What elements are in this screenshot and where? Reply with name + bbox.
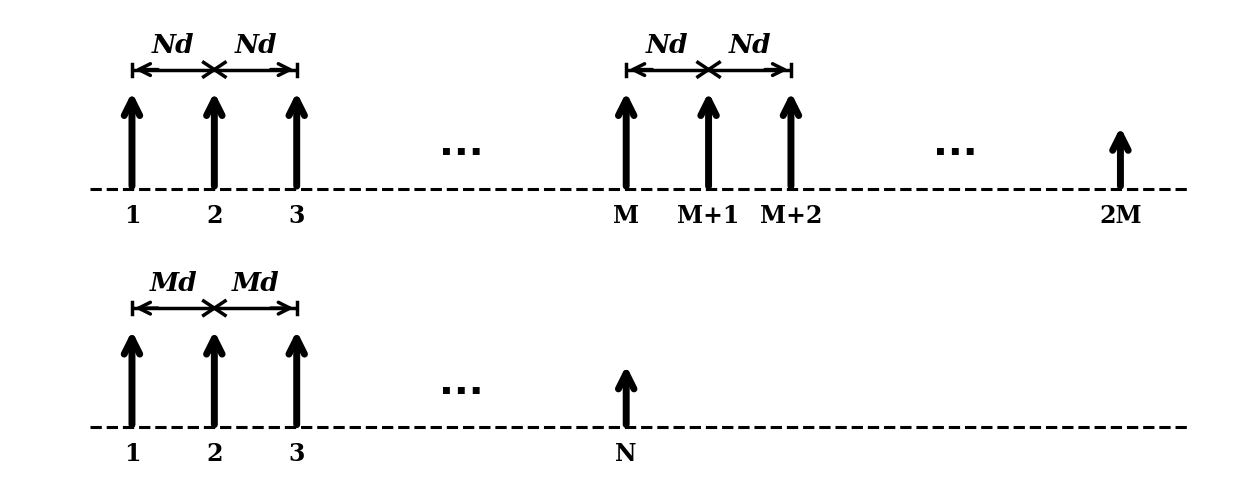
Text: 3: 3 [289, 204, 305, 228]
Text: 1: 1 [124, 442, 140, 466]
Text: M: M [613, 204, 640, 228]
Text: N: N [615, 442, 637, 466]
Text: ...: ... [934, 125, 978, 163]
Text: 3: 3 [289, 442, 305, 466]
Text: 2: 2 [206, 204, 223, 228]
Text: M+1: M+1 [677, 204, 740, 228]
Text: Nd: Nd [151, 33, 195, 58]
Text: 1: 1 [124, 204, 140, 228]
Text: Md: Md [232, 271, 279, 296]
Text: ...: ... [439, 364, 484, 402]
Text: Md: Md [149, 271, 197, 296]
Text: Nd: Nd [234, 33, 277, 58]
Text: M+2: M+2 [760, 204, 822, 228]
Text: Nd: Nd [646, 33, 688, 58]
Text: Nd: Nd [728, 33, 771, 58]
Text: 2: 2 [206, 442, 223, 466]
Text: ...: ... [439, 125, 484, 163]
Text: 2M: 2M [1099, 204, 1142, 228]
